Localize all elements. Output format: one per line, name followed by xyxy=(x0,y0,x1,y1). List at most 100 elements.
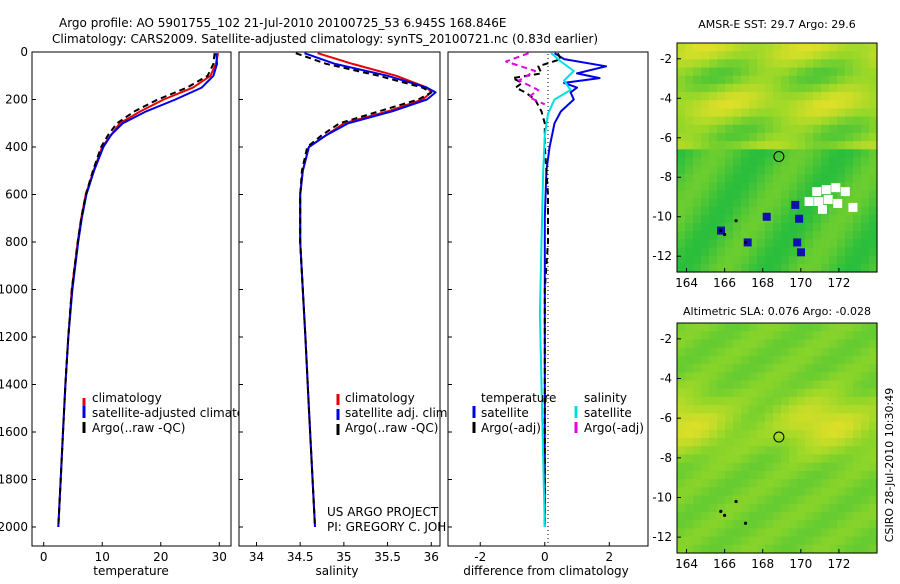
sla-map-cell xyxy=(765,372,774,382)
sla-map-cell xyxy=(869,479,878,488)
sla-map-cell xyxy=(853,520,862,529)
sla-map-cell xyxy=(733,323,742,332)
sst-map-cell xyxy=(861,149,870,159)
sla-map-cell xyxy=(773,470,782,480)
sst-map-cell xyxy=(829,59,838,69)
sla-map-cell xyxy=(837,462,846,472)
sla-map-cell xyxy=(725,413,734,423)
sla-map-cell xyxy=(853,323,862,332)
sst-map-cell xyxy=(749,92,758,101)
sst-map-cell xyxy=(781,198,790,208)
sst-map-cold-cell xyxy=(793,238,802,247)
sla-map-cell xyxy=(837,380,846,390)
sla-map-cell xyxy=(773,372,782,382)
sla-map-cell xyxy=(853,380,862,390)
sla-map-cell xyxy=(853,446,862,456)
sst-map-xtick-label: 170 xyxy=(789,276,812,290)
sla-map-cell xyxy=(829,470,838,480)
sst-map-cell xyxy=(677,43,686,52)
sla-map-cell xyxy=(837,355,846,365)
sst-map-cell xyxy=(749,75,758,85)
sla-map-cell xyxy=(789,528,798,538)
sst-map-cell xyxy=(797,124,806,134)
sla-map-cell xyxy=(805,388,814,398)
sst-map-cell xyxy=(813,263,822,273)
sla-map-cell xyxy=(677,470,686,480)
sla-map-cell xyxy=(813,536,822,546)
sst-map-cell xyxy=(813,149,822,159)
sla-map-cell xyxy=(845,495,854,505)
sla-map-cell xyxy=(797,487,806,497)
sst-map-cell xyxy=(749,43,758,52)
sla-map-cell xyxy=(733,487,742,497)
sst-map-cell xyxy=(701,247,710,257)
sst-map-cell xyxy=(797,222,806,232)
sla-map-cell xyxy=(765,503,774,513)
sla-map-cell xyxy=(781,388,790,398)
sst-map-cell xyxy=(845,247,854,257)
sst-map-cell xyxy=(805,51,814,60)
sla-map-cell xyxy=(717,495,726,505)
sla-map-cell xyxy=(725,470,734,480)
sst-map-cell xyxy=(725,141,734,150)
salinity-xtick-label: 35.5 xyxy=(374,550,401,564)
sla-map-cell xyxy=(829,446,838,456)
sst-map-cell xyxy=(717,263,726,273)
sla-map-cell xyxy=(733,396,742,406)
sst-map-cell xyxy=(805,124,814,134)
temperature-xtick-label: 30 xyxy=(212,550,227,564)
sla-map-cell xyxy=(741,544,750,554)
sst-map-cell xyxy=(741,182,750,191)
sst-map-cell xyxy=(781,247,790,257)
sst-map-cell xyxy=(741,231,750,240)
sst-map-cell xyxy=(701,173,710,183)
sst-map-cell xyxy=(677,247,686,257)
sst-map-cell xyxy=(805,108,814,118)
sla-map-cell xyxy=(861,388,870,398)
sla-map-cell xyxy=(821,520,830,529)
sst-map-cell xyxy=(853,190,862,199)
sst-map-cell xyxy=(677,51,686,60)
sst-map-cell xyxy=(773,198,782,208)
sst-map-cell xyxy=(757,182,766,191)
sst-map-cell xyxy=(725,214,734,224)
sst-map-cell xyxy=(717,132,726,142)
sst-map-cell xyxy=(701,141,710,150)
sla-map-cell xyxy=(749,323,758,332)
sst-map-cell xyxy=(709,231,718,240)
sst-map-cell xyxy=(693,141,702,150)
sla-map-cell xyxy=(773,347,782,357)
sla-map-cell xyxy=(869,511,878,521)
sst-map-cell xyxy=(797,149,806,159)
sla-map-cell xyxy=(701,462,710,472)
sla-map-cell xyxy=(789,355,798,365)
sla-map-cell xyxy=(725,339,734,349)
sst-map-cell xyxy=(861,67,870,77)
sst-map-cell xyxy=(837,231,846,240)
sla-map-cell xyxy=(829,429,838,439)
sla-map-cell xyxy=(765,388,774,398)
sla-map-cell xyxy=(717,347,726,357)
sst-map-cell xyxy=(845,263,854,273)
sst-map-cell xyxy=(733,51,742,60)
sst-map-cell xyxy=(853,231,862,240)
sla-map-cell xyxy=(709,479,718,488)
sla-map-cell xyxy=(693,388,702,398)
sla-map-cell xyxy=(749,405,758,414)
sla-map-cell xyxy=(869,462,878,472)
sla-map-cell xyxy=(677,528,686,538)
sla-map-cell xyxy=(685,511,694,521)
sla-map-cell xyxy=(701,438,710,447)
sla-map-cell xyxy=(773,405,782,414)
sst-map-cell xyxy=(829,43,838,52)
sst-map-cell xyxy=(733,239,742,249)
sst-map-cell xyxy=(789,59,798,69)
sla-map-cell xyxy=(845,487,854,497)
sla-map-cell xyxy=(821,470,830,480)
sla-map-cell xyxy=(797,339,806,349)
sla-map-cell xyxy=(829,454,838,464)
sst-map-cell xyxy=(693,222,702,232)
sst-map-cell xyxy=(757,83,766,93)
sst-map-xtick-label: 164 xyxy=(675,276,698,290)
sst-map-cell xyxy=(869,141,878,150)
